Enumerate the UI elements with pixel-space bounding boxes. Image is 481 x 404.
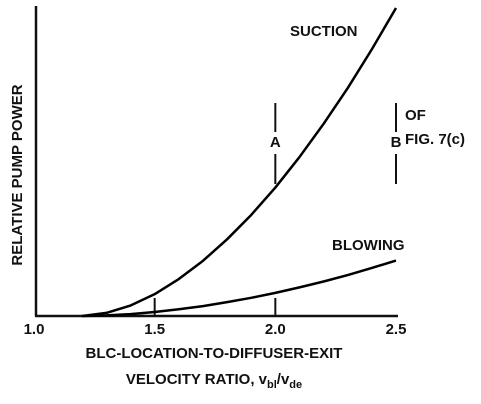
series-label: SUCTION: [290, 23, 358, 40]
line-series: [82, 7, 398, 318]
x-axis-label: VELOCITY RATIO, vbl/vde: [126, 371, 302, 391]
annotation: OF: [405, 107, 426, 124]
x-axis-label-sub: bl: [267, 379, 277, 391]
line-series: [82, 259, 397, 318]
x-tick-label: 1.5: [144, 321, 165, 338]
marker-label: B: [391, 134, 402, 151]
y-axis-label: RELATIVE PUMP POWER: [9, 84, 26, 265]
x-axis-label: BLC-LOCATION-TO-DIFFUSER-EXIT: [86, 345, 343, 362]
x-axis-label-sub: de: [289, 379, 302, 391]
x-axis-label-part: /v: [277, 371, 290, 388]
x-tick-label: 2.0: [265, 321, 286, 338]
x-tick-label: 2.5: [386, 321, 407, 338]
series-label: BLOWING: [332, 237, 405, 254]
marker-label: A: [270, 134, 281, 151]
annotation: FIG. 7(c): [405, 131, 465, 148]
x-axis-label-part: VELOCITY RATIO, v: [126, 371, 268, 388]
x-tick-label: 1.0: [24, 321, 45, 338]
